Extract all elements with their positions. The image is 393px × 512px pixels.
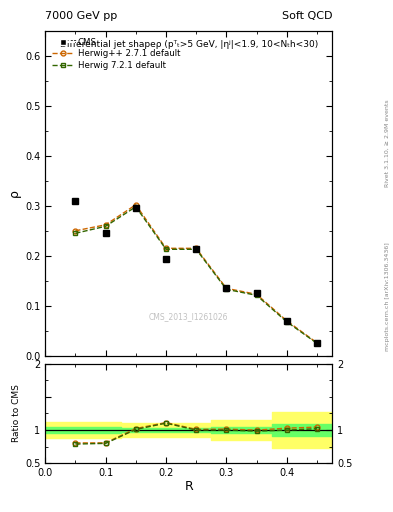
Y-axis label: Ratio to CMS: Ratio to CMS	[12, 385, 21, 442]
Text: CMS_2013_I1261026: CMS_2013_I1261026	[149, 312, 228, 322]
Y-axis label: ρ: ρ	[8, 189, 21, 197]
Text: Soft QCD: Soft QCD	[282, 11, 332, 22]
X-axis label: R: R	[184, 480, 193, 493]
Text: 7000 GeV pp: 7000 GeV pp	[45, 11, 118, 22]
Text: Differential jet shapeρ (pᵀₜ>5 GeV, |ηʲ|<1.9, 10<Nₜh<30): Differential jet shapeρ (pᵀₜ>5 GeV, |ηʲ|…	[59, 40, 318, 50]
Text: Rivet 3.1.10, ≥ 2.9M events: Rivet 3.1.10, ≥ 2.9M events	[385, 99, 389, 187]
Legend: CMS, Herwig++ 2.7.1 default, Herwig 7.2.1 default: CMS, Herwig++ 2.7.1 default, Herwig 7.2.…	[50, 35, 183, 72]
Text: mcplots.cern.ch [arXiv:1306.3436]: mcplots.cern.ch [arXiv:1306.3436]	[385, 243, 389, 351]
